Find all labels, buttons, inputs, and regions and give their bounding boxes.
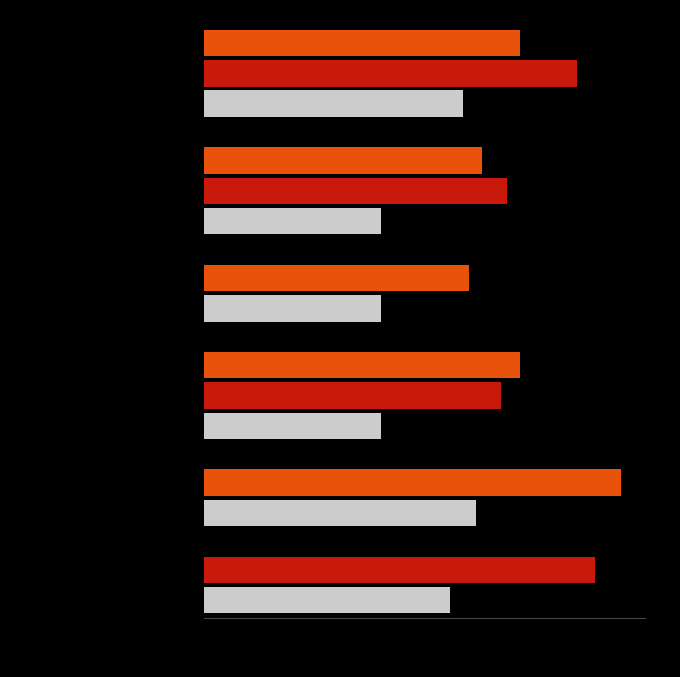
Bar	[204, 265, 469, 291]
Bar	[204, 383, 500, 409]
Bar	[204, 148, 482, 174]
Bar	[204, 208, 381, 234]
Bar	[204, 556, 596, 583]
Bar	[204, 500, 475, 526]
Bar	[204, 352, 520, 378]
Bar	[204, 91, 463, 117]
Bar	[204, 587, 450, 613]
Bar	[204, 295, 381, 322]
Bar	[204, 469, 621, 496]
Bar	[204, 30, 520, 56]
Bar	[204, 412, 381, 439]
Bar	[204, 177, 507, 204]
Bar	[204, 60, 577, 87]
